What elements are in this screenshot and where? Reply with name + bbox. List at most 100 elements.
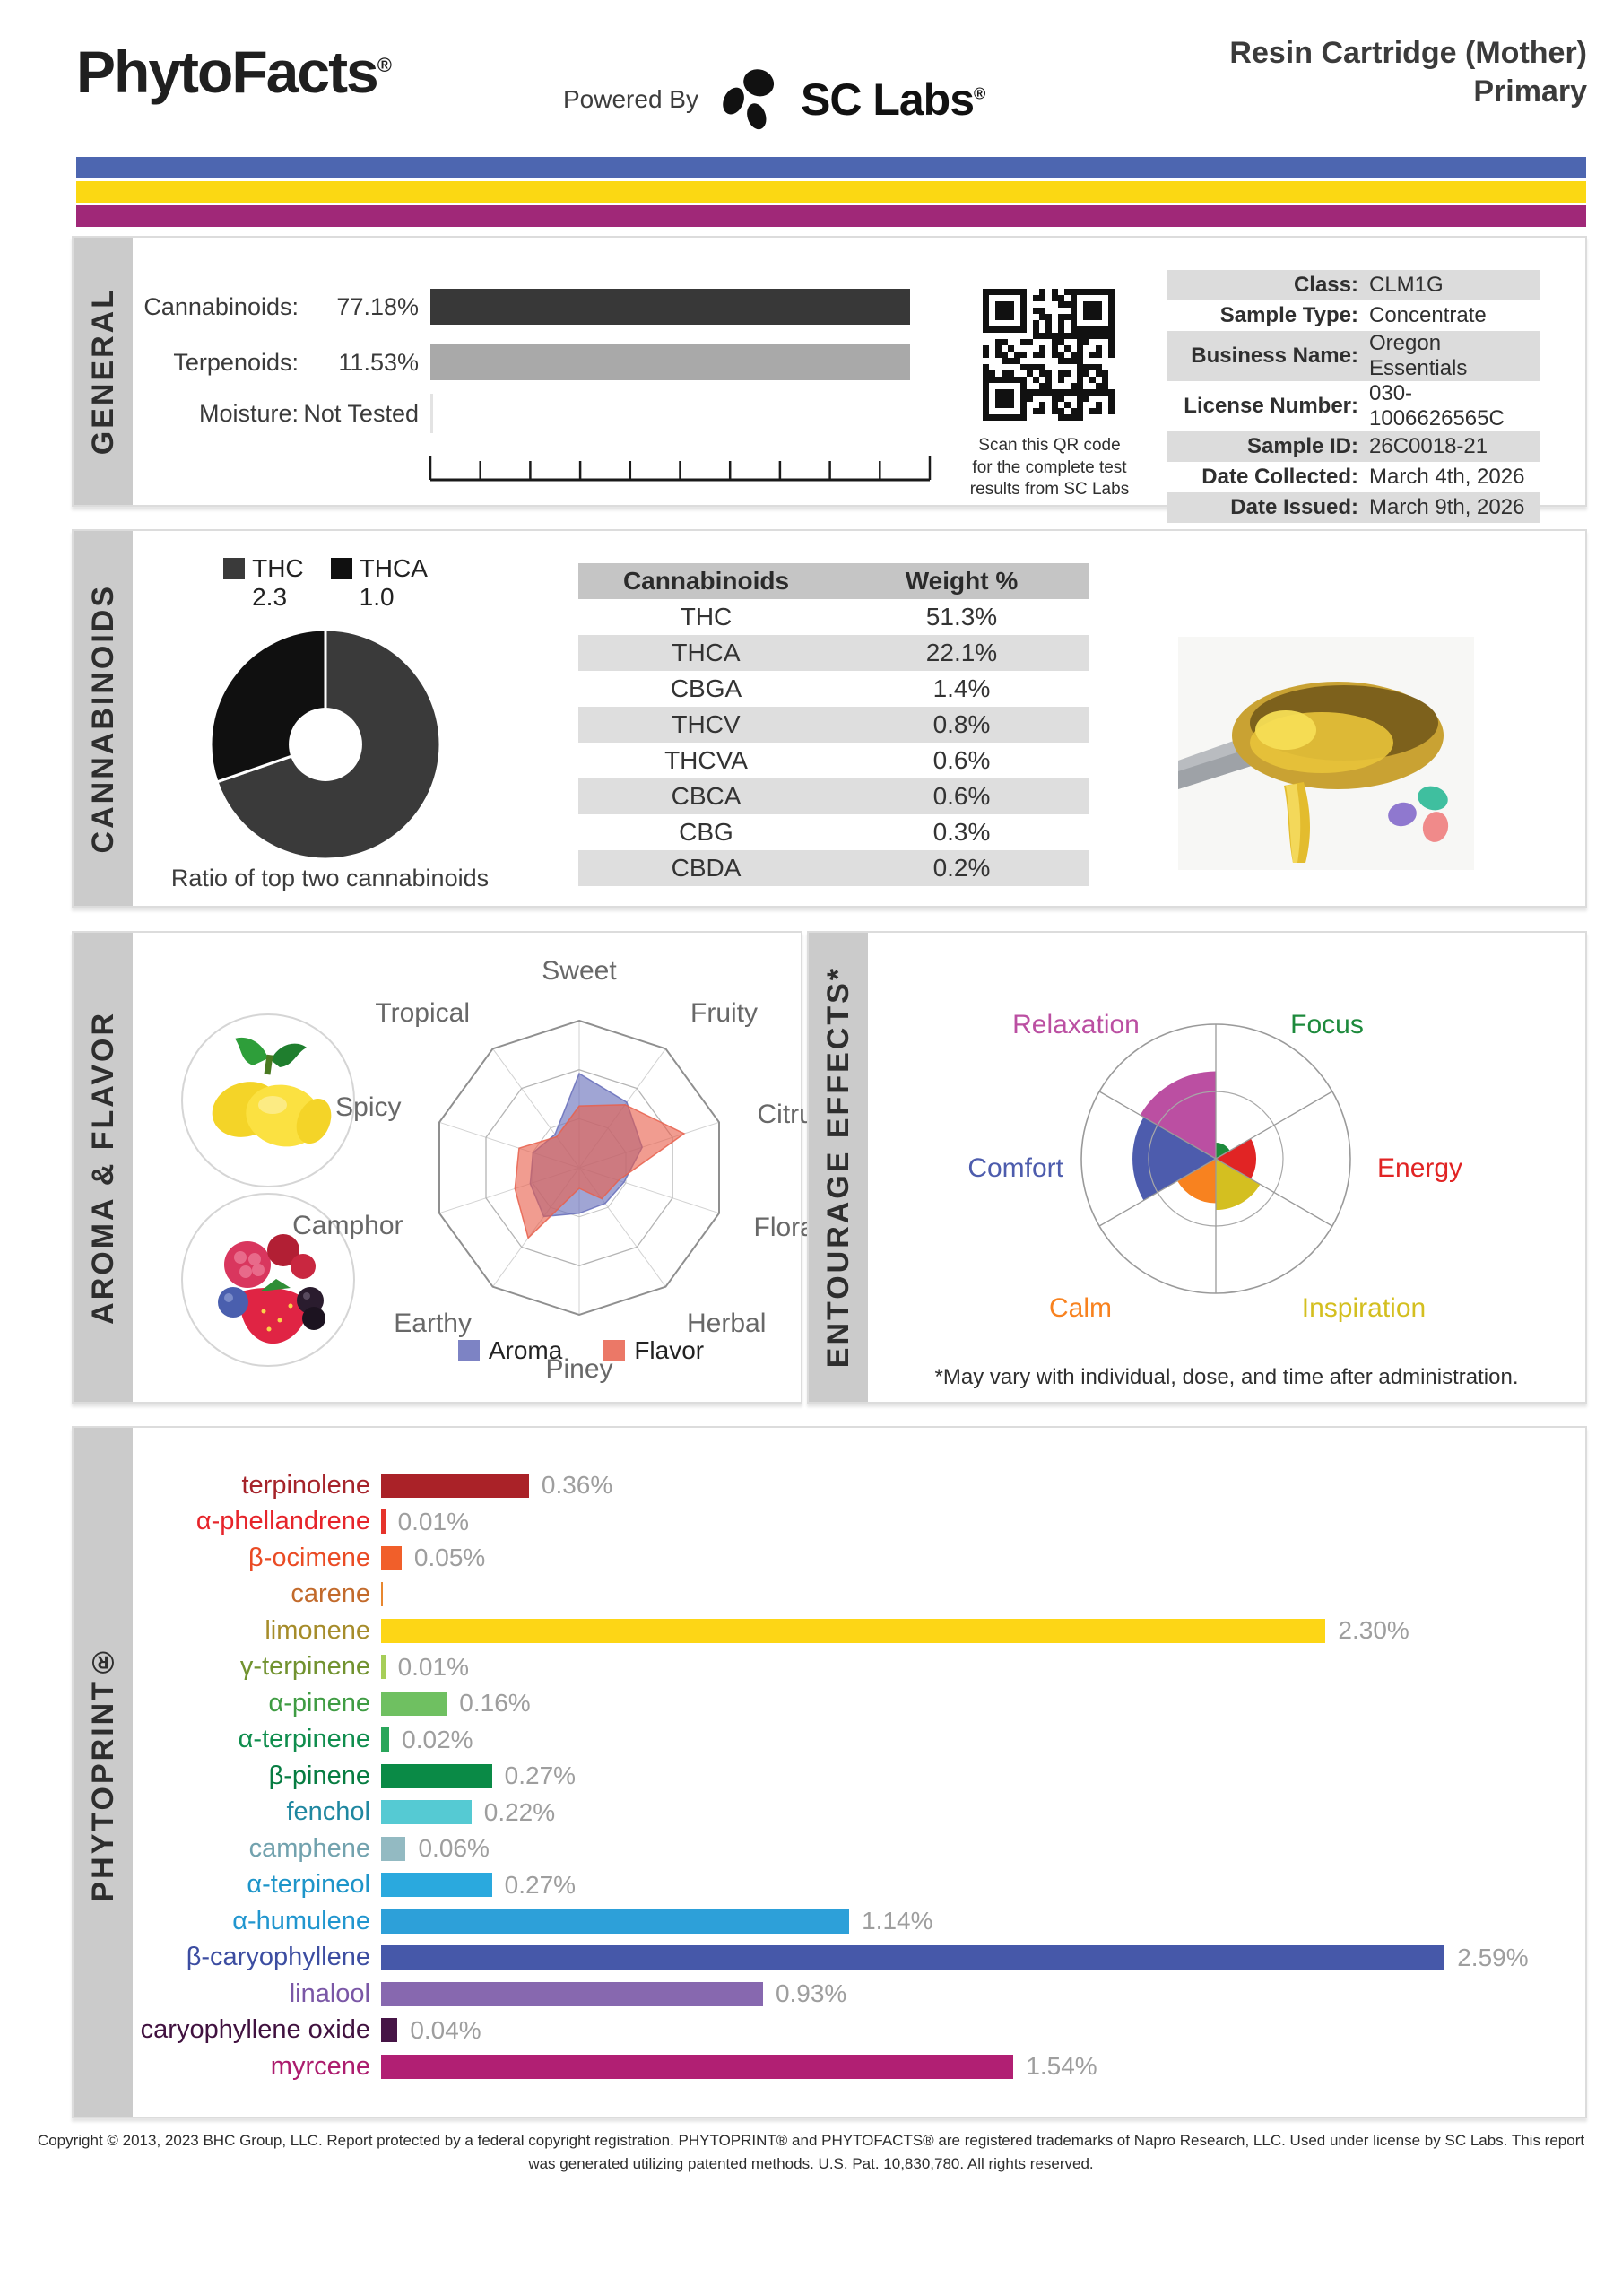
phytofacts-logo: PhytoFacts®: [76, 39, 392, 105]
qr-code: [983, 289, 1115, 421]
info-label: License Number:: [1184, 394, 1358, 418]
stripe-yellow: [76, 181, 1586, 203]
entourage-content: Focus Relaxation Comfort Calm Inspiration Ene…: [868, 933, 1585, 1402]
donut-legend: THC 2.3 THCA 1.0: [186, 554, 464, 612]
terpene-row: γ-terpinene 0.01%: [133, 1649, 1587, 1686]
brand-stripes: [76, 157, 1586, 230]
cannabinoid-table-header: Cannabinoids Weight %: [578, 563, 1089, 599]
cannabinoid-name: CBG: [679, 818, 733, 846]
info-label: Sample ID:: [1246, 434, 1358, 458]
terpene-name: limonene: [265, 1615, 370, 1645]
info-value: Concentrate: [1369, 303, 1487, 327]
info-row: Business Name: Oregon Essentials: [1167, 331, 1540, 381]
meter-value: Not Tested: [303, 400, 419, 427]
section-label-entourage: ENTOURAGE EFFECTS*: [809, 933, 868, 1402]
info-row: Date Issued: March 9th, 2026: [1167, 492, 1540, 523]
radar-axis-label: Piney: [545, 1354, 612, 1384]
terpene-name: carene: [291, 1579, 370, 1609]
cannabinoid-weight: 22.1%: [925, 639, 998, 666]
cannabinoid-weight: 1.4%: [932, 674, 991, 702]
effect-label: Calm: [1049, 1293, 1112, 1323]
cannabinoid-weight: 0.6%: [932, 746, 991, 774]
terpene-row: β-caryophyllene 2.59%: [133, 1940, 1587, 1977]
cannabinoid-row: CBCA 0.6%: [578, 778, 1089, 814]
radar-axis-label: Camphor: [292, 1211, 403, 1240]
radar-axis-label: Earthy: [394, 1309, 472, 1338]
terpene-value: 0.16%: [459, 1689, 531, 1718]
terpene-name: β-ocimene: [248, 1543, 370, 1572]
radar-legend-item: Aroma: [457, 1336, 562, 1365]
radar-axis-label: Tropical: [375, 998, 470, 1028]
terpene-bar: [381, 1981, 763, 2006]
cannabinoid-row: CBGA 1.4%: [578, 671, 1089, 707]
effect-label: Focus: [1290, 1010, 1364, 1039]
meter-label: Moisture:: [198, 400, 299, 427]
cannabinoid-name: CBGA: [670, 674, 742, 702]
terpene-name: α-pinene: [268, 1688, 370, 1718]
terpene-name: α-terpinene: [238, 1725, 370, 1754]
effect-label: Comfort: [967, 1153, 1063, 1183]
terpene-value: 0.02%: [402, 1725, 473, 1753]
cannabinoid-weight: 0.8%: [932, 710, 991, 738]
info-row: License Number: 030-1006626565C: [1167, 381, 1540, 431]
terpene-row: camphene 0.06%: [133, 1831, 1587, 1867]
cannabinoids-content: THC 2.3 THCA 1.0 Ratio of top two cannabino…: [133, 531, 1585, 906]
info-row: Sample ID: 26C0018-21: [1167, 431, 1540, 462]
terpene-value: 0.01%: [397, 1652, 469, 1681]
meter-value: 11.53%: [338, 349, 419, 376]
terpene-row: α-humulene 1.14%: [133, 1903, 1587, 1940]
terpene-value: 1.14%: [862, 1907, 933, 1935]
terpene-bar: [381, 1509, 386, 1535]
meter-label: Terpenoids:: [173, 349, 299, 376]
cannabinoid-name: CBCA: [671, 782, 742, 810]
section-aroma-flavor: AROMA & FLAVOR: [72, 931, 841, 1404]
info-label: Class:: [1293, 273, 1358, 297]
terpene-name: terpinolene: [241, 1470, 371, 1500]
section-label-phytoprint: PHYTOPRINT®: [74, 1428, 133, 2117]
info-value: Oregon Essentials: [1369, 331, 1468, 380]
donut-legend-item: THC 2.3: [223, 554, 304, 612]
terpene-name: caryophyllene oxide: [140, 2015, 370, 2045]
powered-by-label: Powered By: [563, 85, 698, 113]
cannabinoid-row: THC 51.3%: [578, 599, 1089, 635]
meter-empty-track: [430, 394, 433, 433]
terpene-bar: [381, 1800, 472, 1825]
terpene-value: 2.59%: [1457, 1943, 1529, 1971]
terpene-bar: [381, 1655, 386, 1680]
terpene-row: fenchol 0.22%: [133, 1795, 1587, 1831]
resin-photo-graphic: [1178, 682, 1449, 863]
terpene-name: α-terpineol: [247, 1870, 370, 1900]
legend-label: THCA: [359, 554, 428, 582]
meter-row: Terpenoids: 11.53%: [133, 343, 940, 382]
entourage-polar-chart: Focus Relaxation Comfort Calm Inspiration Ene…: [967, 1010, 1462, 1323]
terpene-bar: [381, 1618, 1326, 1643]
cannabinoid-ratio-donut: [209, 628, 442, 861]
legend-label: Flavor: [634, 1336, 705, 1364]
cannabinoid-row: THCA 22.1%: [578, 635, 1089, 671]
legend-swatch: [330, 558, 352, 579]
sclabs-blobs-icon: [723, 69, 775, 130]
terpene-bar: [381, 1836, 406, 1861]
cannabinoid-weight: 51.3%: [925, 603, 998, 631]
stripe-blue: [76, 157, 1586, 178]
terpene-bar-chart: terpinolene 0.36% α-phellandrene 0.01% β-oci…: [133, 1467, 1587, 2085]
terpene-value: 0.04%: [410, 2015, 481, 2044]
legend-swatch: [223, 558, 246, 579]
radar-legend: Aroma Flavor: [366, 1336, 796, 1365]
legend-swatch: [603, 1340, 626, 1361]
aroma-content: Sweet Fruity Citrusy Floral Herbal Piney Earth…: [133, 933, 841, 1402]
info-label: Business Name:: [1191, 344, 1358, 368]
column-header: Weight %: [905, 567, 1019, 595]
terpene-value: 2.30%: [1338, 1616, 1409, 1645]
terpene-name: myrcene: [270, 2051, 370, 2081]
info-value: CLM1G: [1369, 273, 1444, 297]
cannabinoid-name: THCVA: [664, 746, 748, 774]
cannabinoid-weight: 0.6%: [932, 782, 991, 810]
terpene-bar: [381, 2018, 398, 2043]
meter-bar: [430, 344, 910, 380]
effect-label: Energy: [1377, 1153, 1462, 1183]
cannabinoid-weight: 0.2%: [932, 854, 991, 882]
column-header: Cannabinoids: [622, 567, 790, 595]
terpene-bar: [381, 1691, 447, 1716]
radar-axis-label: Fruity: [690, 998, 758, 1028]
